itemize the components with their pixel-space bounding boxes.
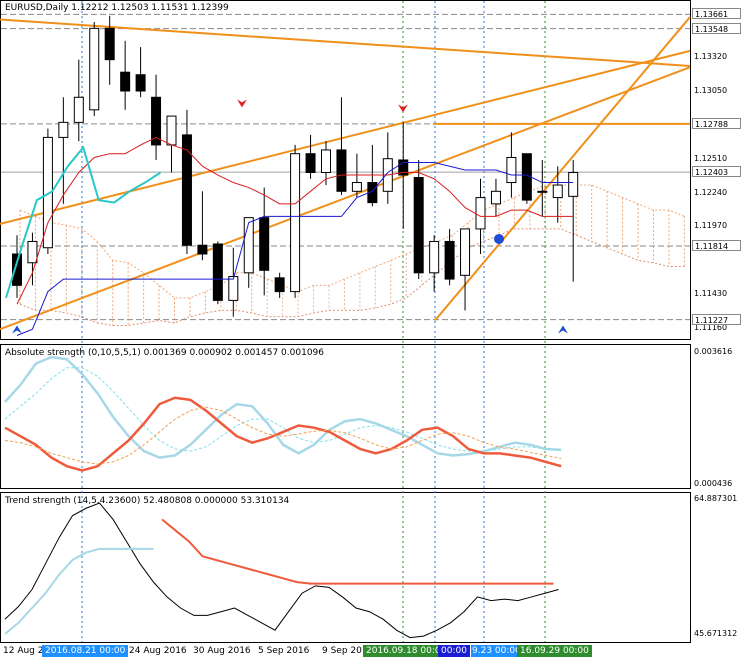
trend-strength-title: Trend strength (14,5,4.23600) 52.480808 … [5, 496, 290, 506]
absolute-strength-lines [4, 355, 562, 472]
trendlines-layer [0, 16, 691, 331]
candle-bull [321, 149, 331, 174]
trendline-upper-descending [0, 18, 691, 67]
candle-bear [444, 240, 455, 280]
symbol-header: EURUSD,Daily 1.12212 1.12503 1.11531 1.1… [5, 3, 229, 13]
time-label-highlight-3[interactable]: 00:00 [438, 645, 470, 657]
buy-arrow-marker [12, 325, 22, 334]
absolute-strength-series [4, 355, 562, 459]
candle-bull [166, 115, 177, 146]
candle-bull [568, 172, 579, 197]
candle-bear [181, 134, 192, 246]
candle-bear [151, 96, 162, 146]
candle-bull [27, 240, 38, 264]
tenkan-sen-line [16, 161, 574, 336]
candle-bull [73, 96, 84, 123]
price-level-label: 1.12788 [692, 117, 741, 129]
sell-arrow-marker [398, 104, 408, 113]
candle-bull [506, 156, 517, 184]
indicators-layer [5, 99, 574, 336]
price-tick-label: 1.11160 [694, 322, 728, 332]
price-tick-label: 1.11430 [694, 289, 728, 299]
candle-bear [398, 159, 409, 176]
absolute-strength-title: Absolute strength (0,10,5,5,1) 0.001369 … [5, 348, 325, 358]
chikou-span-line [5, 145, 162, 299]
price-tick-label: 1.13320 [694, 52, 728, 62]
trend-strength-max-label: 64.887301 [694, 494, 738, 503]
candle-bear [413, 177, 424, 274]
absolute-strength-series [4, 406, 562, 465]
candle-bull [243, 217, 254, 274]
time-label-highlight-2[interactable]: 2016.09.18 00:00 [363, 645, 450, 657]
absolute-strength-pane-frame [0, 344, 691, 489]
candle-bear [259, 217, 270, 271]
time-label-3: 30 Aug 2016 [193, 646, 251, 656]
trend-strength-pane-frame [0, 492, 691, 643]
time-label-2: 24 Aug 2016 [129, 646, 187, 656]
candle-bull [290, 153, 301, 293]
price-level-label: 1.11227 [692, 313, 741, 325]
abs-strength-min-label: 0.000436 [694, 479, 733, 488]
time-label-5: 9 Sep 201 [322, 646, 368, 656]
candle-bull [58, 121, 69, 138]
candle-bear [305, 153, 316, 174]
time-label-1: 12 Aug 20 [3, 646, 50, 656]
trend-strength-series [161, 518, 554, 585]
candle-bull [490, 190, 501, 205]
trendline-rising-channel [0, 49, 691, 225]
candle-bull [537, 190, 548, 193]
candle-bear [212, 243, 223, 301]
candle-bear [104, 27, 115, 61]
candle-bull [351, 182, 362, 192]
price-tick-label: 1.12240 [694, 187, 728, 197]
time-label-highlight-4[interactable]: 16.09.29 00:00 [517, 645, 592, 657]
candle-bear [274, 277, 285, 293]
trend-strength-series [4, 502, 559, 639]
price-tick-label: 1.11970 [694, 221, 728, 231]
price-tick-label: 1.12510 [694, 153, 728, 163]
candle-bear [197, 244, 208, 255]
abs-strength-max-label: 0.003616 [694, 347, 733, 356]
time-label-4: 5 Sep 2016 [258, 646, 310, 656]
price-level-label: 1.11814 [692, 239, 741, 251]
candle-bear [120, 71, 131, 92]
time-label-highlight-1[interactable]: 2016.08.21 00:00 [42, 645, 129, 657]
candle-bull [475, 197, 486, 230]
candle-bull [228, 276, 239, 301]
candle-bear [12, 253, 22, 286]
trend-strength-lines [4, 502, 559, 639]
trendline-rising-support [0, 66, 691, 331]
candle-bear [336, 149, 347, 192]
candle-bear [367, 182, 378, 204]
signal-dot-marker [494, 233, 504, 244]
buy-arrow-marker [558, 325, 568, 334]
absolute-strength-series [4, 396, 562, 472]
candle-bull [460, 228, 471, 276]
price-level-label: 1.13548 [692, 22, 741, 34]
price-level-label: 1.13661 [692, 8, 741, 20]
candle-bull [429, 240, 440, 274]
kijun-sen-line [16, 136, 574, 305]
trend-strength-min-label: 45.671312 [694, 629, 738, 638]
candle-bear [135, 74, 146, 92]
price-level-label: 1.12403 [692, 166, 741, 178]
sell-arrow-marker [237, 99, 247, 108]
candle-bull [89, 27, 100, 111]
absolute-strength-series [4, 367, 562, 452]
candle-bull [552, 184, 563, 199]
trend-strength-series [4, 547, 154, 635]
price-tick-label: 1.13050 [694, 86, 728, 95]
time-label-6[interactable]: 9.23 00:00 [471, 645, 522, 657]
trendline-steep-breakout [434, 16, 691, 322]
candle-bull [42, 136, 53, 249]
